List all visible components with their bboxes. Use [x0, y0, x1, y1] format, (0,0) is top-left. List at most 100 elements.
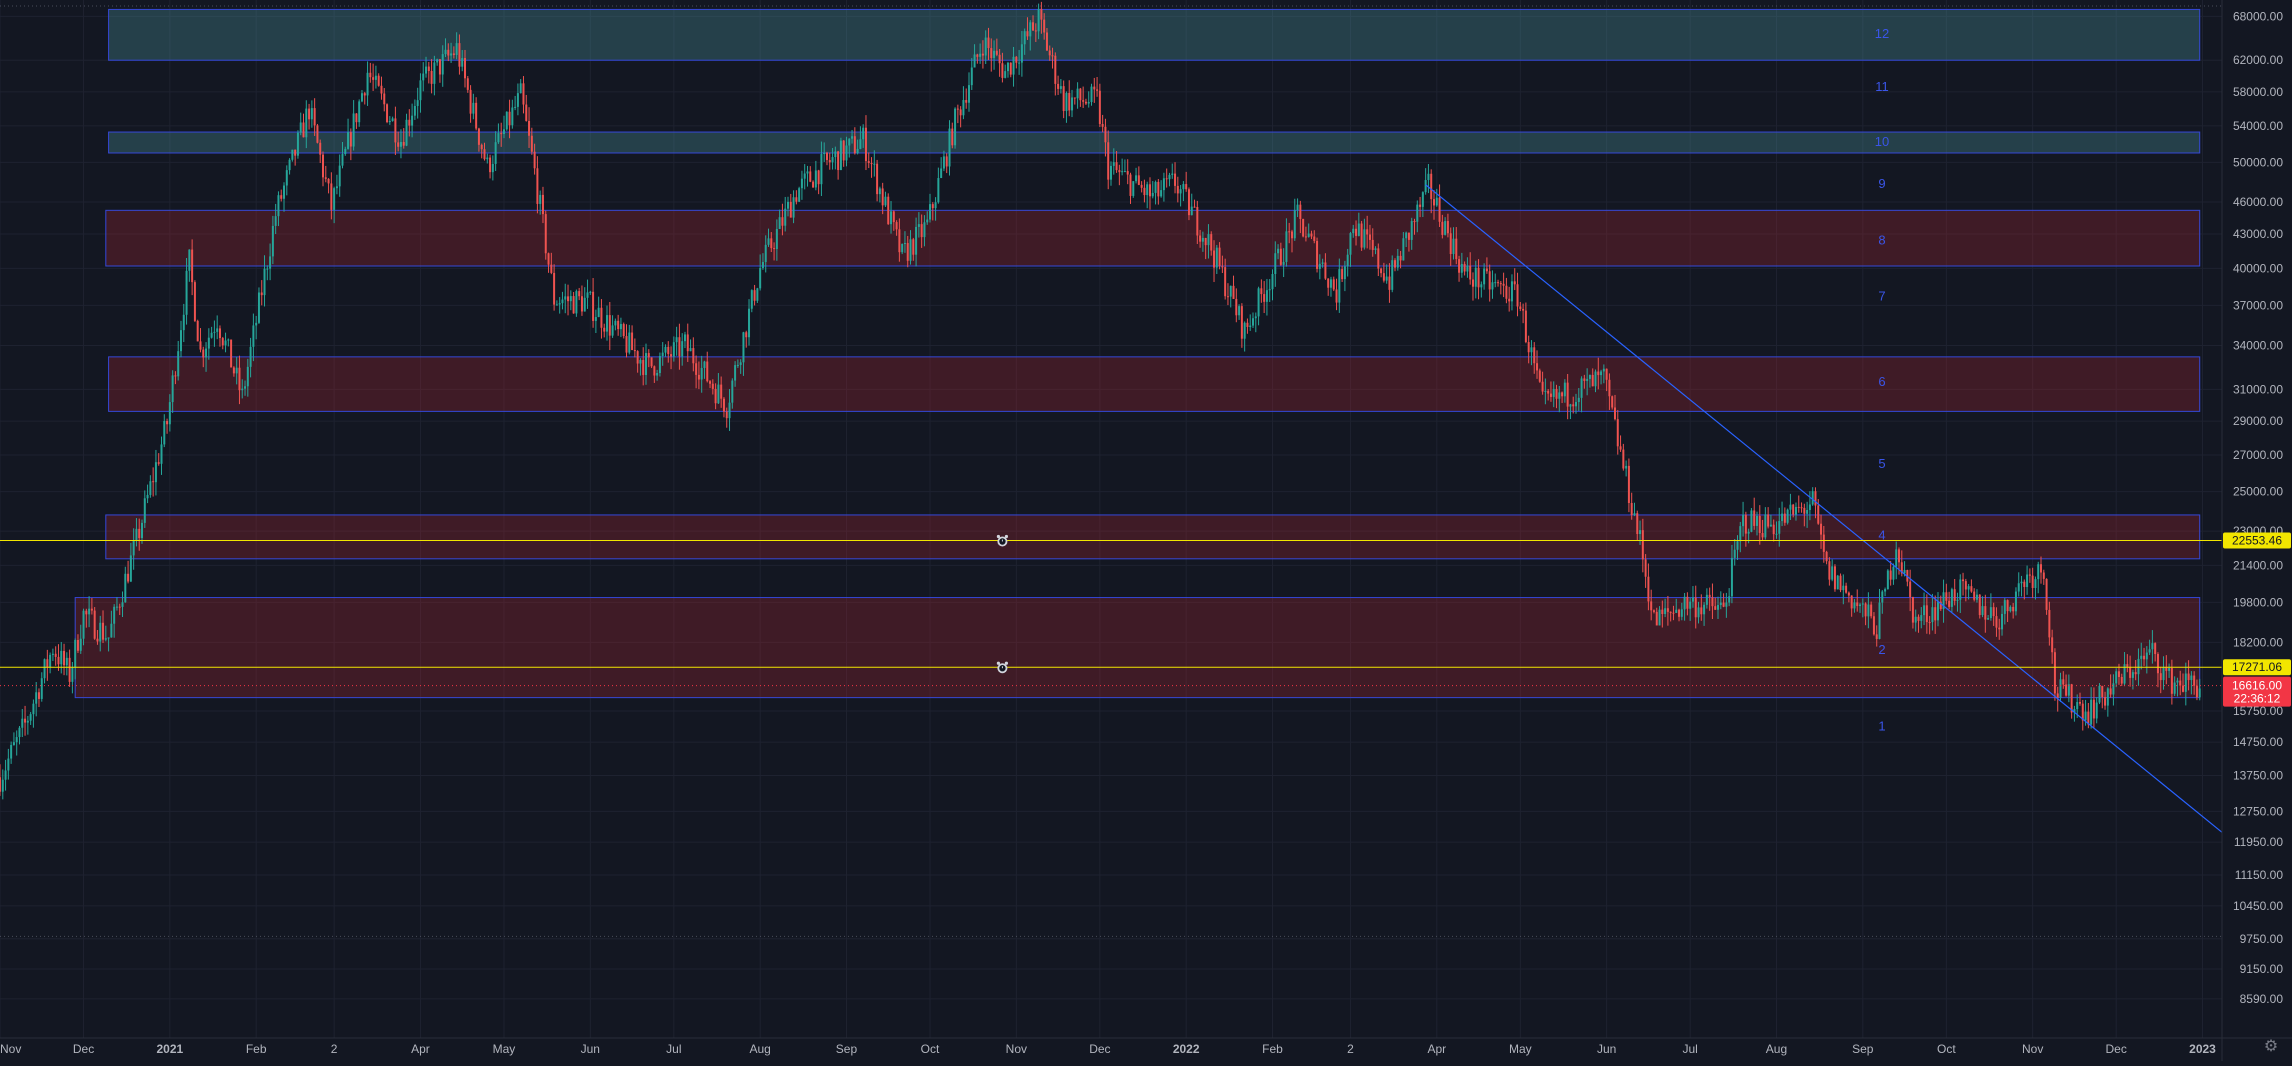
candle-body — [1831, 566, 1834, 580]
alarm-clock-icon[interactable] — [996, 661, 1009, 674]
zone-rect-4[interactable] — [105, 514, 2201, 560]
time-axis-tick-label: Nov — [2022, 1042, 2043, 1056]
candle-body — [455, 43, 458, 56]
candle-body — [1374, 248, 1377, 250]
candle-body — [1753, 510, 1756, 526]
candle-body — [1068, 92, 1071, 111]
candle-body — [40, 678, 43, 699]
candle-body — [1666, 608, 1669, 612]
candle-body — [555, 304, 558, 306]
candle-body — [177, 351, 180, 377]
trendline[interactable] — [1425, 184, 2223, 833]
candle-body — [1160, 190, 1163, 197]
candle-body — [1232, 285, 1235, 299]
candle-body — [909, 239, 912, 261]
candle-body — [516, 93, 519, 107]
zone-rect-8[interactable] — [105, 209, 2201, 267]
candle-body — [1561, 392, 1564, 397]
zone-rect-2[interactable] — [74, 597, 2201, 699]
candle-body — [1633, 513, 1636, 516]
candle-body — [1909, 581, 1912, 598]
candle-body — [926, 219, 929, 223]
chart-settings-gear-icon[interactable]: ⚙ — [2263, 1036, 2279, 1055]
time-axis-tick-label: Dec — [73, 1042, 94, 1056]
candle-body — [425, 66, 428, 74]
candle-body — [1260, 288, 1263, 295]
candle-body — [1402, 238, 1405, 261]
candle-body — [1349, 233, 1352, 255]
candle-body — [1054, 55, 1057, 84]
level-labels: 12 11 10 9 8 7 6 5 4 2 1 — [1875, 26, 1889, 733]
candle-body — [2023, 581, 2026, 588]
candle-body — [2031, 575, 2034, 588]
candle-body — [12, 742, 15, 745]
candle-body — [2193, 675, 2196, 686]
candles — [0, 1, 2201, 800]
candle-body — [1975, 594, 1978, 600]
candle-body — [1761, 532, 1764, 538]
candle-body — [1680, 609, 1683, 617]
candle-body — [1959, 579, 1962, 600]
candle-body — [619, 324, 622, 330]
alarm-bell-left — [996, 534, 1001, 539]
candle-body — [1605, 368, 1608, 380]
candle-body — [1705, 594, 1708, 605]
candle-body — [260, 292, 263, 296]
candle-body — [1820, 523, 1823, 535]
candle-body — [851, 136, 854, 139]
candle-body — [238, 367, 241, 391]
candle-body — [76, 640, 79, 651]
candle-body — [202, 349, 205, 358]
candle-body — [1165, 178, 1168, 180]
candle-body — [1093, 86, 1096, 90]
candle-body — [1104, 126, 1107, 143]
candle-body — [32, 703, 35, 715]
candle-body — [316, 125, 319, 143]
candle-body — [1140, 184, 1143, 188]
candle-body — [1115, 162, 1118, 171]
candle-body — [789, 201, 792, 218]
alarm-bell-right — [1004, 534, 1009, 539]
candle-body — [1419, 204, 1422, 207]
zone-rect-10[interactable] — [108, 131, 2201, 154]
candle-body — [1683, 596, 1686, 610]
candle-body — [1923, 605, 1926, 616]
alarm-clock-icon[interactable] — [996, 534, 1009, 547]
candle-body — [1494, 282, 1497, 284]
candle-body — [1018, 62, 1021, 64]
zones — [74, 8, 2201, 699]
candle-body — [1845, 585, 1848, 593]
candle-body — [1580, 378, 1583, 398]
candle-body — [1622, 449, 1625, 469]
candle-body — [812, 181, 815, 188]
candle-body — [586, 292, 589, 298]
candle-body — [600, 307, 603, 328]
candle-body — [1750, 510, 1753, 532]
candle-body — [692, 348, 695, 364]
candle-body — [837, 151, 840, 171]
candle-body — [954, 108, 957, 146]
candle-body — [998, 54, 1001, 64]
candle-body — [141, 522, 144, 539]
zone-rect-6[interactable] — [108, 356, 2201, 412]
candle-body — [1817, 505, 1820, 524]
candle-body — [35, 692, 38, 704]
time-axis-tick-label: Apr — [1427, 1042, 1446, 1056]
candle-body — [221, 338, 224, 346]
candle-body — [887, 196, 890, 225]
candle-body — [1332, 279, 1335, 290]
candle-body — [722, 398, 725, 412]
price-line-tag — [2223, 659, 2291, 676]
candle-body — [867, 161, 870, 164]
candle-body — [129, 555, 132, 582]
candle-body — [1240, 306, 1243, 339]
candle-body — [787, 201, 790, 209]
candle-body — [1806, 509, 1809, 514]
candle-body — [759, 268, 762, 289]
candle-body — [1936, 601, 1939, 621]
candle-body — [1424, 180, 1427, 193]
candle-body — [653, 366, 656, 376]
candle-body — [102, 622, 105, 640]
